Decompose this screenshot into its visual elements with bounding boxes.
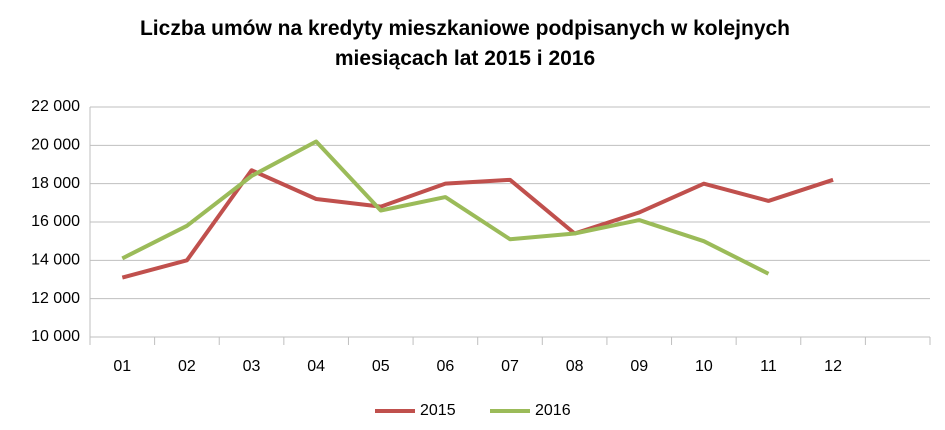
x-tick-label: 01 — [113, 358, 131, 375]
series-line — [121, 168, 834, 280]
y-tick-label: 22 000 — [31, 98, 80, 115]
x-tick-label: 09 — [630, 358, 648, 375]
x-tick-label: 10 — [695, 358, 713, 375]
x-tick-label: 05 — [372, 358, 390, 375]
y-tick-label: 12 000 — [31, 290, 80, 307]
series-line — [121, 139, 770, 276]
x-tick-label: 06 — [436, 358, 454, 375]
x-tick-label: 11 — [760, 358, 777, 375]
y-tick-label: 10 000 — [31, 328, 80, 345]
x-tick-label: 03 — [243, 358, 261, 375]
x-tick-label: 02 — [178, 358, 196, 375]
y-tick-label: 14 000 — [31, 252, 80, 269]
x-tick-label: 12 — [824, 358, 842, 375]
y-tick-label: 16 000 — [31, 213, 80, 230]
legend-label: 2015 — [420, 402, 456, 419]
x-tick-label: 04 — [307, 358, 325, 375]
y-tick-label: 20 000 — [31, 137, 80, 154]
y-tick-label: 18 000 — [31, 175, 80, 192]
x-tick-label: 07 — [501, 358, 519, 375]
legend-label: 2016 — [535, 402, 571, 419]
x-tick-label: 08 — [566, 358, 584, 375]
chart-title: Liczba umów na kredyty mieszkaniowe podp… — [139, 17, 790, 70]
